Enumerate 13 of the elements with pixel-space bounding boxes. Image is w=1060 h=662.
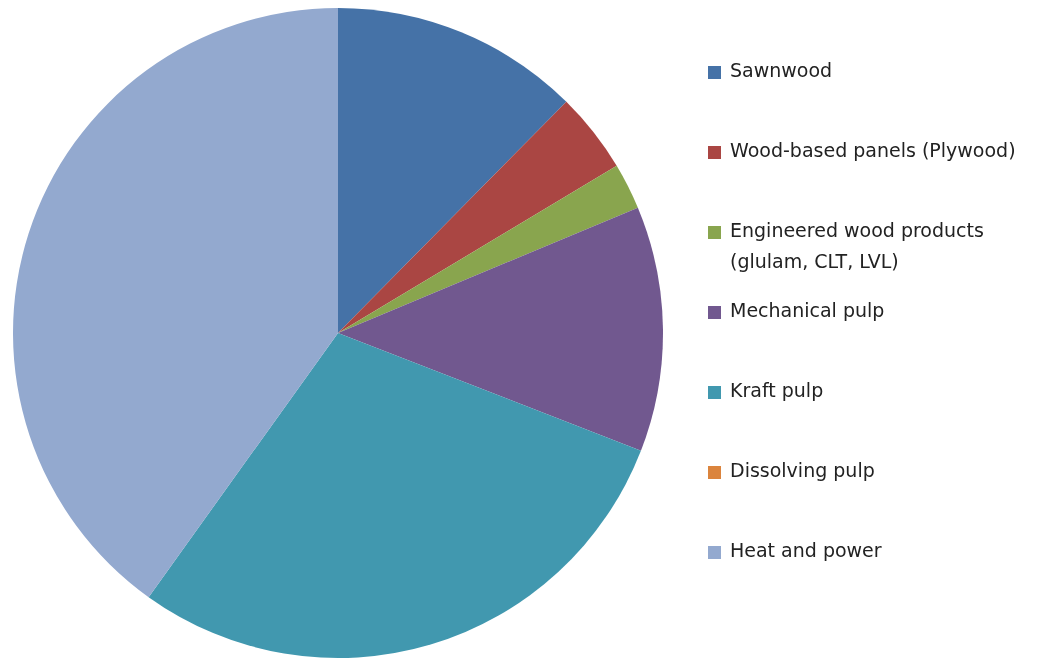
legend-label: Wood-based panels (Plywood) — [730, 139, 1016, 161]
legend-label: Dissolving pulp — [730, 459, 875, 481]
legend-label: Engineered wood products (glulam, CLT, LVL) — [730, 219, 984, 272]
pie-slice — [148, 333, 641, 658]
pie-slice — [338, 207, 663, 451]
pie-slice — [13, 8, 338, 598]
legend-label: Kraft pulp — [730, 379, 824, 401]
pie-slice — [338, 8, 567, 333]
pie-slice — [338, 101, 617, 333]
legend-label: Heat and power — [730, 539, 882, 561]
legend-label: Sawnwood — [730, 59, 833, 81]
legend-label: Mechanical pulp — [730, 299, 885, 321]
pie-slice — [338, 165, 638, 333]
